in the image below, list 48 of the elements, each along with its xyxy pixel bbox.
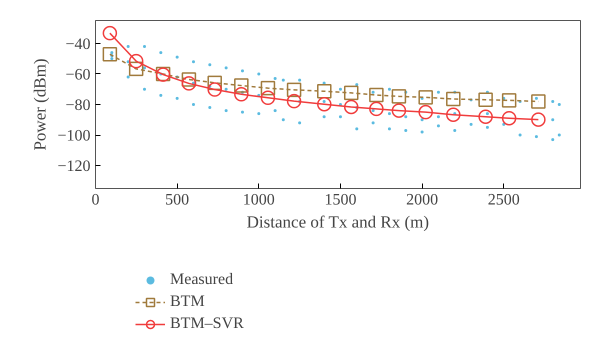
point [317, 84, 332, 98]
point [392, 103, 406, 118]
point [260, 90, 276, 106]
x-tick-label: 2500 [488, 192, 520, 208]
point [531, 94, 546, 109]
point [317, 96, 332, 112]
legend-label: BTM [170, 293, 205, 311]
point [369, 102, 384, 116]
point [418, 104, 433, 120]
point [260, 80, 276, 96]
point [502, 111, 516, 126]
y-tick-label: −60 [65, 66, 91, 84]
point [128, 54, 144, 68]
legend-label: Measured [170, 271, 234, 289]
y-tick-label: −100 [57, 128, 91, 145]
point [286, 82, 302, 98]
point [182, 72, 196, 87]
point [344, 100, 358, 114]
legend-label: BTM–SVR [170, 315, 244, 333]
x-tick-label: 1500 [324, 192, 356, 208]
x-tick-label: 2000 [406, 192, 438, 208]
point [392, 89, 406, 104]
point [478, 92, 493, 108]
point [446, 92, 461, 106]
point [182, 76, 196, 91]
point [286, 94, 302, 108]
point [234, 87, 249, 102]
point [344, 86, 358, 100]
point [478, 109, 493, 124]
y-tick-label: −120 [57, 158, 91, 176]
point [446, 107, 461, 122]
y-tick-label: −40 [65, 36, 91, 53]
y-tick-label: −80 [65, 97, 91, 114]
point [207, 82, 222, 97]
x-axis-title: Distance of Tx and Rx (m) [246, 212, 430, 232]
x-tick-label: 500 [165, 192, 190, 208]
point [128, 62, 144, 76]
point [418, 90, 433, 105]
point [102, 47, 118, 62]
point [369, 88, 384, 102]
point [234, 78, 249, 93]
point [102, 26, 118, 40]
point [531, 112, 546, 127]
y-axis-title: Power (dBm) [30, 58, 50, 151]
point [502, 93, 516, 108]
x-tick-label: 0 [92, 192, 100, 208]
x-tick-label: 1000 [242, 192, 275, 208]
point [207, 76, 222, 90]
